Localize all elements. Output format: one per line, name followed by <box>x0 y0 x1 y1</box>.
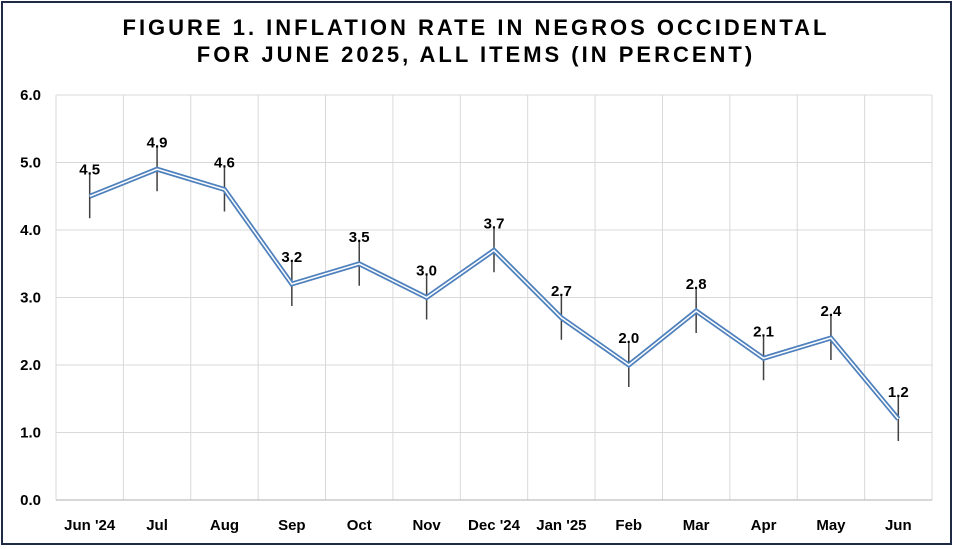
x-tick-label: Apr <box>751 517 777 534</box>
data-label: 3.5 <box>349 229 370 246</box>
data-label: 2.7 <box>551 283 572 300</box>
chart-title-line-1: FIGURE 1. INFLATION RATE IN NEGROS OCCID… <box>122 15 830 40</box>
series-line-outer <box>88 166 901 421</box>
data-label: 2.1 <box>753 323 774 340</box>
x-axis-tick-labels: Jun '24 Jul Aug Sep Oct Nov Dec '24 Jan '25 Feb M… <box>64 517 911 534</box>
y-tick-label: 2.0 <box>20 357 41 374</box>
y-tick-label: 5.0 <box>20 155 41 172</box>
data-label: 3.7 <box>484 215 505 232</box>
data-label: 2.4 <box>820 303 842 320</box>
data-label: 4.6 <box>214 155 235 172</box>
data-label: 2.8 <box>686 276 707 293</box>
x-tick-label: Aug <box>210 517 239 534</box>
data-label: 4.5 <box>79 161 100 178</box>
data-label: 2.0 <box>618 330 639 347</box>
y-tick-label: 3.0 <box>20 290 41 307</box>
y-tick-label: 1.0 <box>20 425 41 442</box>
series-line-inner <box>89 168 899 420</box>
data-label: 3.0 <box>416 263 437 280</box>
x-tick-label: Jul <box>146 517 168 534</box>
x-tick-label: May <box>816 517 846 534</box>
x-tick-label: Dec '24 <box>468 517 521 534</box>
data-labels: 4.5 4.9 4.6 3.2 3.5 3.0 3.7 2.7 2.0 2.8 2.1 2.4 1.2 <box>79 134 908 401</box>
y-tick-label: 0.0 <box>20 492 41 509</box>
error-bars <box>88 147 900 441</box>
x-tick-label: Jun '24 <box>64 517 116 534</box>
x-tick-label: Nov <box>412 517 441 534</box>
y-tick-label: 6.0 <box>20 87 41 104</box>
x-tick-label: Jun <box>885 517 912 534</box>
x-tick-label: Mar <box>683 517 710 534</box>
data-label: 4.9 <box>147 134 168 151</box>
x-tick-label: Jan '25 <box>536 517 586 534</box>
data-label: 3.2 <box>281 249 302 266</box>
gridlines <box>55 94 933 501</box>
y-axis-tick-labels: 0.0 1.0 2.0 3.0 4.0 5.0 6.0 <box>20 87 41 509</box>
x-tick-label: Sep <box>278 517 306 534</box>
x-tick-label: Feb <box>615 517 642 534</box>
series-inflation <box>88 166 901 421</box>
data-label: 1.2 <box>888 384 909 401</box>
chart-title: FIGURE 1. INFLATION RATE IN NEGROS OCCID… <box>0 14 952 68</box>
y-tick-label: 4.0 <box>20 222 41 239</box>
chart-title-line-2: FOR JUNE 2025, ALL ITEMS (IN PERCENT) <box>196 42 756 67</box>
x-tick-label: Oct <box>347 517 372 534</box>
